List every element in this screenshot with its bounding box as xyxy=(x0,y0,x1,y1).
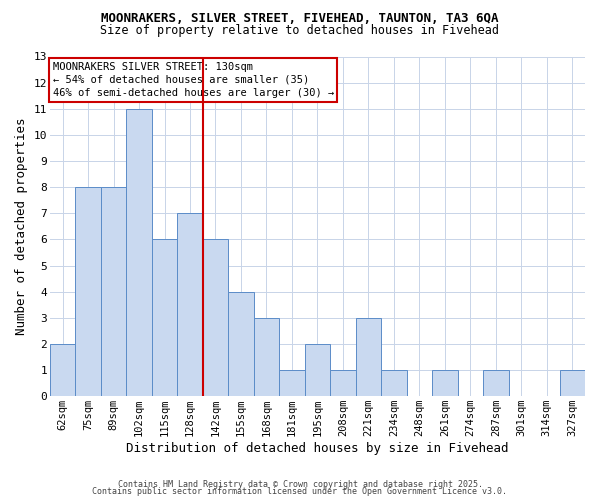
Bar xyxy=(279,370,305,396)
Bar xyxy=(381,370,407,396)
Text: Contains public sector information licensed under the Open Government Licence v3: Contains public sector information licen… xyxy=(92,487,508,496)
Text: Size of property relative to detached houses in Fivehead: Size of property relative to detached ho… xyxy=(101,24,499,37)
X-axis label: Distribution of detached houses by size in Fivehead: Distribution of detached houses by size … xyxy=(126,442,509,455)
Bar xyxy=(177,214,203,396)
Bar xyxy=(152,240,177,396)
Text: MOONRAKERS, SILVER STREET, FIVEHEAD, TAUNTON, TA3 6QA: MOONRAKERS, SILVER STREET, FIVEHEAD, TAU… xyxy=(101,12,499,26)
Bar xyxy=(356,318,381,396)
Bar xyxy=(330,370,356,396)
Bar xyxy=(432,370,458,396)
Text: MOONRAKERS SILVER STREET: 130sqm
← 54% of detached houses are smaller (35)
46% o: MOONRAKERS SILVER STREET: 130sqm ← 54% o… xyxy=(53,62,334,98)
Bar xyxy=(228,292,254,396)
Bar xyxy=(254,318,279,396)
Bar xyxy=(483,370,509,396)
Bar xyxy=(76,187,101,396)
Bar xyxy=(50,344,76,396)
Y-axis label: Number of detached properties: Number of detached properties xyxy=(15,118,28,335)
Text: Contains HM Land Registry data © Crown copyright and database right 2025.: Contains HM Land Registry data © Crown c… xyxy=(118,480,482,489)
Bar xyxy=(203,240,228,396)
Bar xyxy=(101,187,126,396)
Bar xyxy=(305,344,330,396)
Bar xyxy=(560,370,585,396)
Bar xyxy=(126,109,152,396)
